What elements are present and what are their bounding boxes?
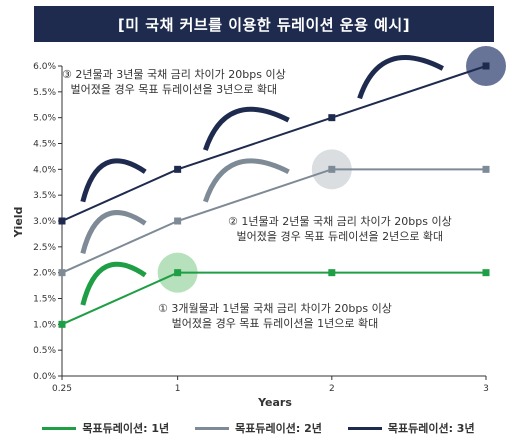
legend-item-1: 목표듀레이션: 1년 [42, 420, 169, 436]
x-axis-label: Years [257, 396, 292, 409]
curve-arc-4 [80, 158, 147, 203]
series-lines [61, 65, 487, 326]
legend-swatch-1 [42, 426, 77, 430]
y-axis-label: Yield [12, 207, 25, 239]
y-tick-label: 5.5% [33, 88, 56, 98]
y-tick-label: 6.0% [33, 62, 56, 72]
annotation-3-line1: ③ 2년물과 3년물 국채 금리 차이가 20bps 이상 [62, 68, 286, 81]
curve-arc-3 [203, 158, 290, 203]
annotation-3: ③ 2년물과 3년물 국채 금리 차이가 20bps 이상 벌어졌을 경우 목표… [62, 67, 286, 97]
legend-swatch-2 [195, 426, 230, 430]
legend-label-2: 목표듀레이션: 2년 [235, 422, 322, 435]
legend-label-1: 목표듀레이션: 1년 [82, 422, 170, 435]
curve-arc-1 [80, 261, 147, 306]
series-line-3 [61, 65, 487, 222]
legend-item-3: 목표듀레이션: 3년 [347, 420, 475, 436]
series-1-point [174, 269, 182, 277]
series-1-point [328, 269, 336, 277]
y-tick-label: 1.5% [33, 295, 56, 305]
series-1-point [482, 269, 490, 277]
chart-legend: 목표듀레이션: 1년 목표듀레이션: 2년 목표듀레이션: 3년 [0, 418, 517, 438]
y-tick-label: 2.0% [33, 269, 56, 279]
series-2-point [328, 165, 336, 173]
x-tick-label: 1 [175, 384, 181, 394]
y-tick-label: 0.5% [33, 346, 56, 356]
curve-arc-2 [80, 210, 147, 254]
y-tick-label: 0.0% [33, 372, 56, 382]
series-3-point [482, 62, 490, 70]
series-3-point [328, 114, 336, 122]
legend-swatch-3 [347, 426, 382, 430]
series-line-2 [61, 168, 486, 274]
y-tick-label: 4.0% [33, 165, 56, 175]
annotation-2-line2: 벌어졌을 경우 목표 듀레이션을 2년으로 확대 [236, 230, 444, 243]
series-2-point [58, 269, 66, 277]
chart-title: [미 국채 커브를 이용한 듀레이션 운용 예시] [34, 6, 494, 42]
annotation-3-line2: 벌어졌을 경우 목표 듀레이션을 3년으로 확대 [70, 83, 278, 96]
y-tick-label: 2.5% [33, 243, 56, 253]
y-tick-label: 3.0% [33, 217, 56, 227]
series-3-point [58, 217, 66, 225]
annotation-1: ① 3개월물과 1년물 국채 금리 차이가 20bps 이상 벌어졌을 경우 목… [158, 301, 392, 331]
series-points [58, 62, 490, 328]
series-2-point [482, 165, 490, 173]
y-tick-label: 5.0% [33, 114, 56, 124]
x-tick-label: 0.25 [52, 384, 72, 394]
annotation-1-line2: 벌어졌을 경우 목표 듀레이션을 1년으로 확대 [171, 317, 379, 330]
annotation-1-line1: ① 3개월물과 1년물 국채 금리 차이가 20bps 이상 [158, 302, 392, 315]
curve-arc-6 [357, 55, 444, 100]
y-tick-label: 4.5% [33, 140, 56, 150]
annotation-2-line1: ② 1년물과 2년물 국채 금리 차이가 20bps 이상 [228, 215, 452, 228]
series-2-point [174, 217, 182, 225]
legend-item-2: 목표듀레이션: 2년 [195, 420, 322, 436]
curve-arcs [80, 55, 444, 306]
curve-arc-5 [203, 106, 290, 151]
legend-label-3: 목표듀레이션: 3년 [387, 422, 475, 435]
x-tick-label: 3 [483, 384, 489, 394]
y-tick-label: 1.0% [33, 320, 56, 330]
series-1-point [58, 320, 66, 328]
x-tick-label: 2 [329, 384, 335, 394]
series-3-point [174, 165, 182, 173]
annotation-2: ② 1년물과 2년물 국채 금리 차이가 20bps 이상 벌어졌을 경우 목표… [228, 214, 452, 244]
y-tick-label: 3.5% [33, 191, 56, 201]
series-line-1 [61, 271, 486, 326]
